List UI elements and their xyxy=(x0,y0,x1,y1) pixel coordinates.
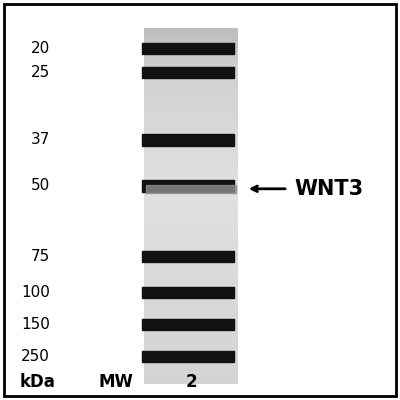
Text: 75: 75 xyxy=(31,249,50,264)
Text: MW: MW xyxy=(98,373,134,391)
Text: 20: 20 xyxy=(31,41,50,56)
Text: 2: 2 xyxy=(185,373,197,391)
Bar xyxy=(142,180,234,192)
Bar xyxy=(142,43,234,54)
Text: 25: 25 xyxy=(31,65,50,80)
Text: 50: 50 xyxy=(31,178,50,194)
Bar xyxy=(142,251,234,262)
Bar xyxy=(142,351,234,362)
Bar xyxy=(146,185,236,193)
Bar xyxy=(142,134,234,146)
Text: 150: 150 xyxy=(21,317,50,332)
Text: WNT3: WNT3 xyxy=(294,179,363,199)
Bar xyxy=(142,287,234,298)
Bar xyxy=(142,67,234,78)
Text: 250: 250 xyxy=(21,349,50,364)
Text: 100: 100 xyxy=(21,285,50,300)
Text: 37: 37 xyxy=(31,132,50,148)
Text: kDa: kDa xyxy=(20,373,56,391)
Bar xyxy=(142,319,234,330)
